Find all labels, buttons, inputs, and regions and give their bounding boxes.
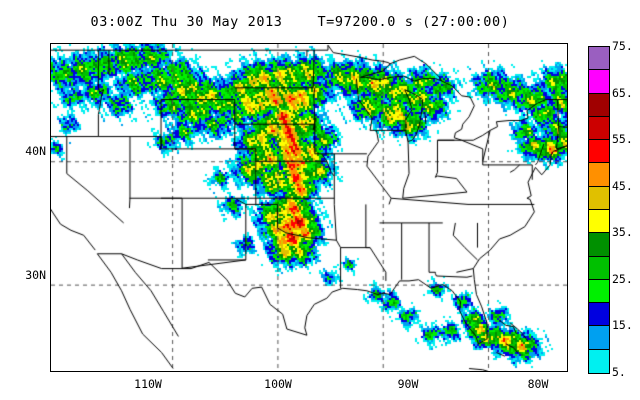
x-tick-label-0: 110W <box>134 377 162 391</box>
x-tick-label-1: 100W <box>264 377 292 391</box>
x-tick-label-3: 80W <box>527 377 549 391</box>
y-tick-label-1: 30N <box>25 268 46 282</box>
colorbar-band-50 <box>589 163 609 187</box>
colorbar-band-15 <box>589 326 609 350</box>
colorbar-band-75 <box>589 47 609 71</box>
colorbar-band-65 <box>589 93 609 117</box>
colorbar-tick-3: 45. <box>612 178 633 193</box>
y-tick-label-0: 40N <box>25 144 46 158</box>
colorbar-band-20 <box>589 303 609 327</box>
colorbar-band-40 <box>589 209 609 234</box>
colorbar-band-35 <box>589 233 609 257</box>
colorbar-tick-0: 75. <box>612 39 633 53</box>
colorbar-band-45 <box>589 186 609 210</box>
colorbar-tick-2: 55. <box>612 132 633 147</box>
x-tick-label-2: 90W <box>397 377 419 391</box>
plot-title: 03:00Z Thu 30 May 2013 T=97200.0 s (27:0… <box>90 14 510 30</box>
colorbar-band-60 <box>589 116 609 141</box>
reflectivity-colorbar <box>588 46 610 374</box>
colorbar-tick-5: 25. <box>612 271 633 286</box>
reflectivity-field-canvas <box>51 44 567 371</box>
colorbar-tick-4: 35. <box>612 225 633 240</box>
colorbar-band-55 <box>589 140 609 164</box>
colorbar-tick-7: 5. <box>612 365 626 379</box>
colorbar-band-30 <box>589 256 609 280</box>
colorbar-band-70 <box>589 70 609 94</box>
colorbar-band-10 <box>589 349 609 373</box>
colorbar-band-25 <box>589 279 609 304</box>
map-plot-area <box>50 43 568 372</box>
colorbar-tick-6: 15. <box>612 318 633 333</box>
colorbar-tick-1: 65. <box>612 85 633 100</box>
